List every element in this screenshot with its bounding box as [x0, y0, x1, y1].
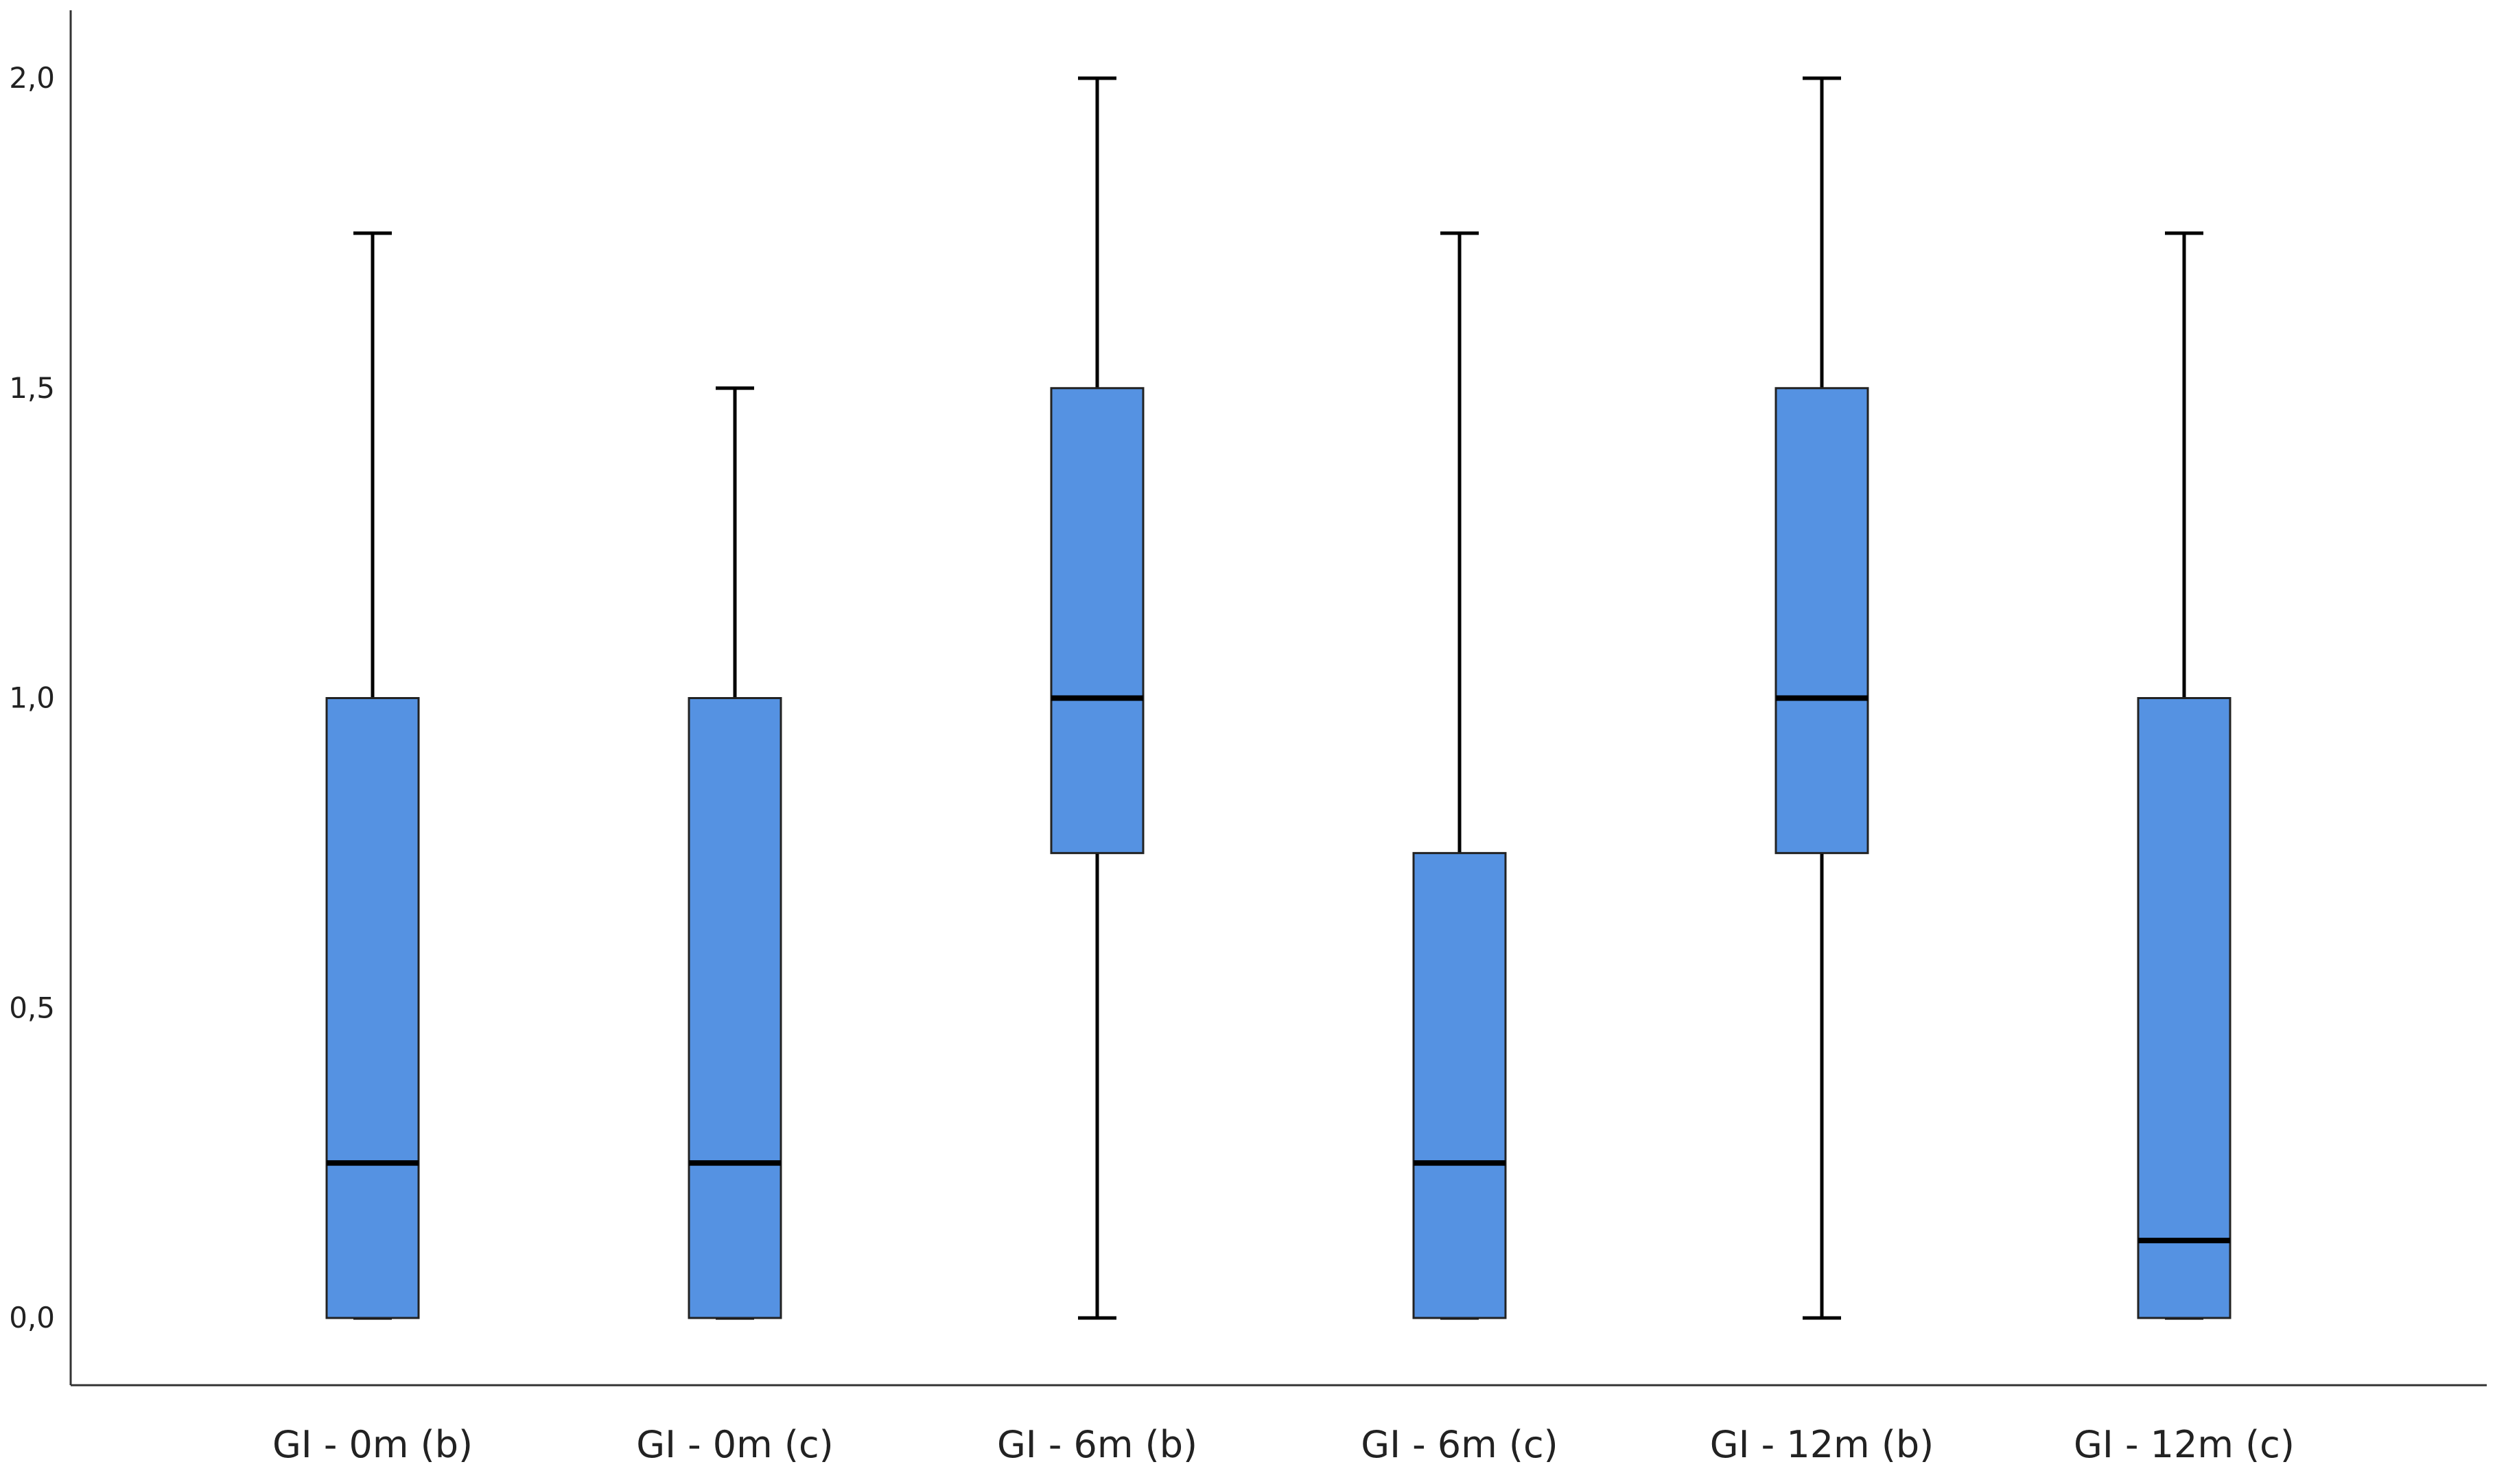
box-group	[2137, 231, 2232, 1320]
box-group	[688, 386, 782, 1320]
y-tick-label: 0,0	[9, 1301, 55, 1334]
box-group	[1412, 231, 1507, 1320]
box-group	[325, 231, 420, 1320]
category-label: GI - 0m (c)	[636, 1423, 834, 1466]
iqr-box	[1412, 851, 1507, 1319]
y-tick-label: 2,0	[9, 61, 55, 95]
axes	[69, 10, 2487, 1387]
iqr-box	[688, 697, 782, 1319]
iqr-box	[325, 697, 420, 1319]
category-label: GI - 0m (b)	[272, 1423, 473, 1466]
iqr-box	[2137, 697, 2232, 1319]
y-tick-label: 1,0	[9, 681, 55, 715]
y-axis-ticks: 0,0 0,5 1,0 1,5 2,0	[9, 61, 55, 1334]
category-label: GI - 6m (b)	[997, 1423, 1197, 1466]
category-label: GI - 6m (c)	[1361, 1423, 1558, 1466]
box-group	[1774, 76, 1869, 1320]
iqr-box	[1050, 387, 1145, 854]
category-label: GI - 12m (b)	[1710, 1423, 1934, 1466]
category-label: GI - 12m (c)	[2074, 1423, 2295, 1466]
box-group	[1050, 76, 1145, 1320]
y-tick-label: 0,5	[9, 991, 55, 1024]
iqr-box	[1774, 387, 1869, 854]
x-axis-category-labels: GI - 0m (b) GI - 0m (c) GI - 6m (b) GI - 6m…	[272, 1423, 2295, 1466]
y-tick-label: 1,5	[9, 371, 55, 405]
boxes	[325, 76, 2232, 1320]
